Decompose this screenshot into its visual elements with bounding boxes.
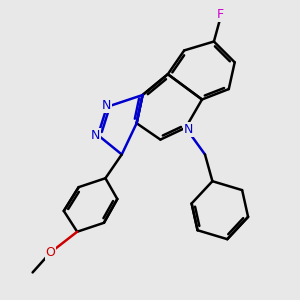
Text: O: O xyxy=(46,246,56,259)
Text: F: F xyxy=(216,8,224,21)
Text: N: N xyxy=(184,123,193,136)
Text: N: N xyxy=(90,129,100,142)
Text: N: N xyxy=(102,99,112,112)
